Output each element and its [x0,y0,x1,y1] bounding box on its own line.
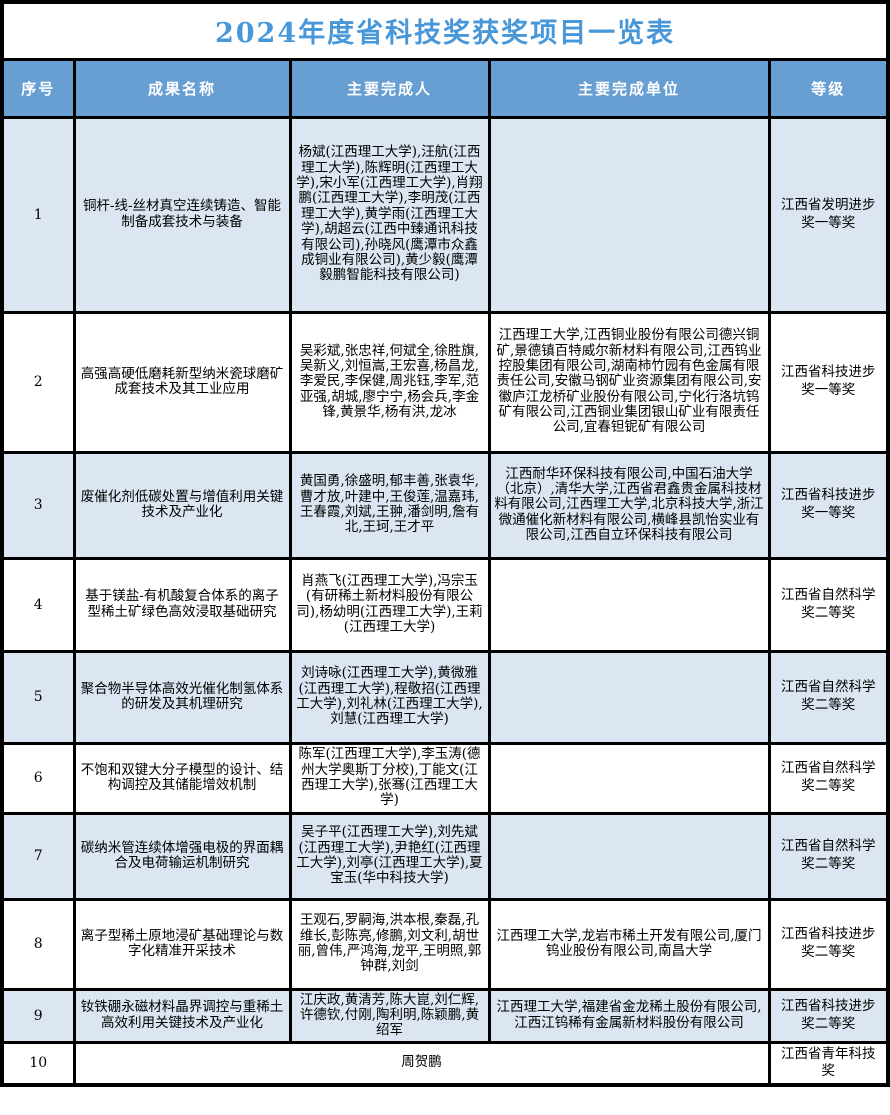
awards-document: 2024年度省科技奖获奖项目一览表 序号 成果名称 主要完成人 主要完成单位 等… [0,0,890,1087]
organizations-cell [487,741,771,815]
table-header-row: 序号 成果名称 主要完成人 主要完成单位 等级 [0,57,890,119]
contributors-cell: 王观石,罗嗣海,洪本根,秦磊,孔维长,彭陈亮,修鹏,刘文利,胡世丽,曾伟,严鸿海… [288,897,491,991]
contributors-cell: 吴子平(江西理工大学),刘先斌(江西理工大学),尹艳红(江西理工大学),刘亭(江… [288,811,491,901]
seq-cell: 2 [0,310,76,454]
table-row: 6 不饱和双键大分子模型的设计、结构调控及其储能增效机制 陈军(江西理工大学),… [0,741,890,815]
grade-cell: 江西省科技进步奖二等奖 [767,897,890,991]
seq-cell: 5 [0,649,76,745]
achievement-name-cell: 离子型稀土原地浸矿基础理论与数字化精准开采技术 [72,897,292,991]
organizations-cell: 江西理工大学,江西铜业股份有限公司德兴铜矿,景德镇百特威尔新材料有限公司,江西钨… [487,310,771,454]
contributors-cell: 黄国勇,徐盛明,郁丰善,张袁华,曹才放,叶建中,王俊莲,温嘉玮,王春霞,刘斌,王… [288,450,491,560]
organizations-cell [487,811,771,901]
contributors-cell: 陈军(江西理工大学),李玉涛(德州大学奥斯丁分校),丁能文(江西理工大学),张骞… [288,741,491,815]
col-header-grade: 等级 [767,57,890,119]
contributors-cell: 吴彩斌,张忠祥,何斌全,徐胜旗,吴新义,刘恒嵩,王宏喜,杨昌龙,李爱民,李保健,… [288,310,491,454]
seq-cell: 4 [0,556,76,653]
grade-cell: 江西省自然科学奖二等奖 [767,556,890,653]
table-row: 2 高强高硬低磨耗新型纳米瓷球磨矿成套技术及其工业应用 吴彩斌,张忠祥,何斌全,… [0,310,890,454]
achievement-name-cell: 高强高硬低磨耗新型纳米瓷球磨矿成套技术及其工业应用 [72,310,292,454]
organizations-cell: 江西理工大学,福建省金龙稀土股份有限公司,江西江钨稀有金属新材料股份有限公司 [487,987,771,1044]
organizations-cell: 江西耐华环保科技有限公司,中国石油大学（北京）,清华大学,江西省君鑫贵金属科技材… [487,450,771,560]
organizations-cell [487,556,771,653]
table-row: 8 离子型稀土原地浸矿基础理论与数字化精准开采技术 王观石,罗嗣海,洪本根,秦磊… [0,897,890,991]
grade-cell: 江西省自然科学奖二等奖 [767,649,890,745]
contributors-cell: 杨斌(江西理工大学),汪航(江西理工大学),陈辉明(江西理工大学),宋小军(江西… [288,115,491,314]
achievement-name-cell: 聚合物半导体高效光催化制氢体系的研发及其机理研究 [72,649,292,745]
table-row: 3 废催化剂低碳处置与增值利用关键技术及产业化 黄国勇,徐盛明,郁丰善,张袁华,… [0,450,890,560]
title-row: 2024年度省科技奖获奖项目一览表 [0,0,890,61]
achievement-name-cell: 钕铁硼永磁材料晶界调控与重稀土高效利用关键技术及产业化 [72,987,292,1044]
contributors-cell: 江庆政,黄清芳,陈大崑,刘仁辉,许德钦,付刚,陶利明,陈颖鹏,黄绍军 [288,987,491,1044]
awards-table: 2024年度省科技奖获奖项目一览表 序号 成果名称 主要完成人 主要完成单位 等… [0,0,890,1087]
achievement-name-cell: 不饱和双键大分子模型的设计、结构调控及其储能增效机制 [72,741,292,815]
page-title: 2024年度省科技奖获奖项目一览表 [0,0,890,61]
contributors-cell: 肖燕飞(江西理工大学),冯宗玉(有研稀土新材料股份有限公司),杨幼明(江西理工大… [288,556,491,653]
achievement-name-cell: 碳纳米管连续体增强电极的界面耦合及电荷输运机制研究 [72,811,292,901]
seq-cell: 6 [0,741,76,815]
col-header-contributors: 主要完成人 [288,57,491,119]
grade-cell: 江西省自然科学奖二等奖 [767,811,890,901]
table-row: 7 碳纳米管连续体增强电极的界面耦合及电荷输运机制研究 吴子平(江西理工大学),… [0,811,890,901]
achievement-name-cell: 废催化剂低碳处置与增值利用关键技术及产业化 [72,450,292,560]
grade-cell: 江西省自然科学奖二等奖 [767,741,890,815]
seq-cell: 7 [0,811,76,901]
organizations-cell [487,649,771,745]
grade-cell: 江西省科技进步奖一等奖 [767,450,890,560]
grade-cell: 江西省青年科技奖 [767,1040,890,1087]
seq-cell: 1 [0,115,76,314]
seq-cell: 9 [0,987,76,1044]
col-header-achievement: 成果名称 [72,57,292,119]
organizations-cell: 江西理工大学,龙岩市稀土开发有限公司,厦门钨业股份有限公司,南昌大学 [487,897,771,991]
achievement-name-cell: 铜杆-线-丝材真空连续铸造、智能制备成套技术与装备 [72,115,292,314]
achievement-name-cell: 基于镁盐-有机酸复合体系的离子型稀土矿绿色高效浸取基础研究 [72,556,292,653]
table-row: 5 聚合物半导体高效光催化制氢体系的研发及其机理研究 刘诗咏(江西理工大学),黄… [0,649,890,745]
organizations-cell [487,115,771,314]
table-row: 1 铜杆-线-丝材真空连续铸造、智能制备成套技术与装备 杨斌(江西理工大学),汪… [0,115,890,314]
table-row: 10 周贺鹏 江西省青年科技奖 [0,1040,890,1087]
seq-cell: 10 [0,1040,76,1087]
grade-cell: 江西省科技进步奖二等奖 [767,987,890,1044]
table-row: 4 基于镁盐-有机酸复合体系的离子型稀土矿绿色高效浸取基础研究 肖燕飞(江西理工… [0,556,890,653]
seq-cell: 8 [0,897,76,991]
seq-cell: 3 [0,450,76,560]
col-header-seq: 序号 [0,57,76,119]
contributors-cell: 刘诗咏(江西理工大学),黄微雅(江西理工大学),程敬招(江西理工大学),刘礼林(… [288,649,491,745]
grade-cell: 江西省科技进步奖一等奖 [767,310,890,454]
grade-cell: 江西省发明进步奖一等奖 [767,115,890,314]
col-header-organizations: 主要完成单位 [487,57,771,119]
table-row: 9 钕铁硼永磁材料晶界调控与重稀土高效利用关键技术及产业化 江庆政,黄清芳,陈大… [0,987,890,1044]
merged-contributor-cell: 周贺鹏 [72,1040,771,1087]
